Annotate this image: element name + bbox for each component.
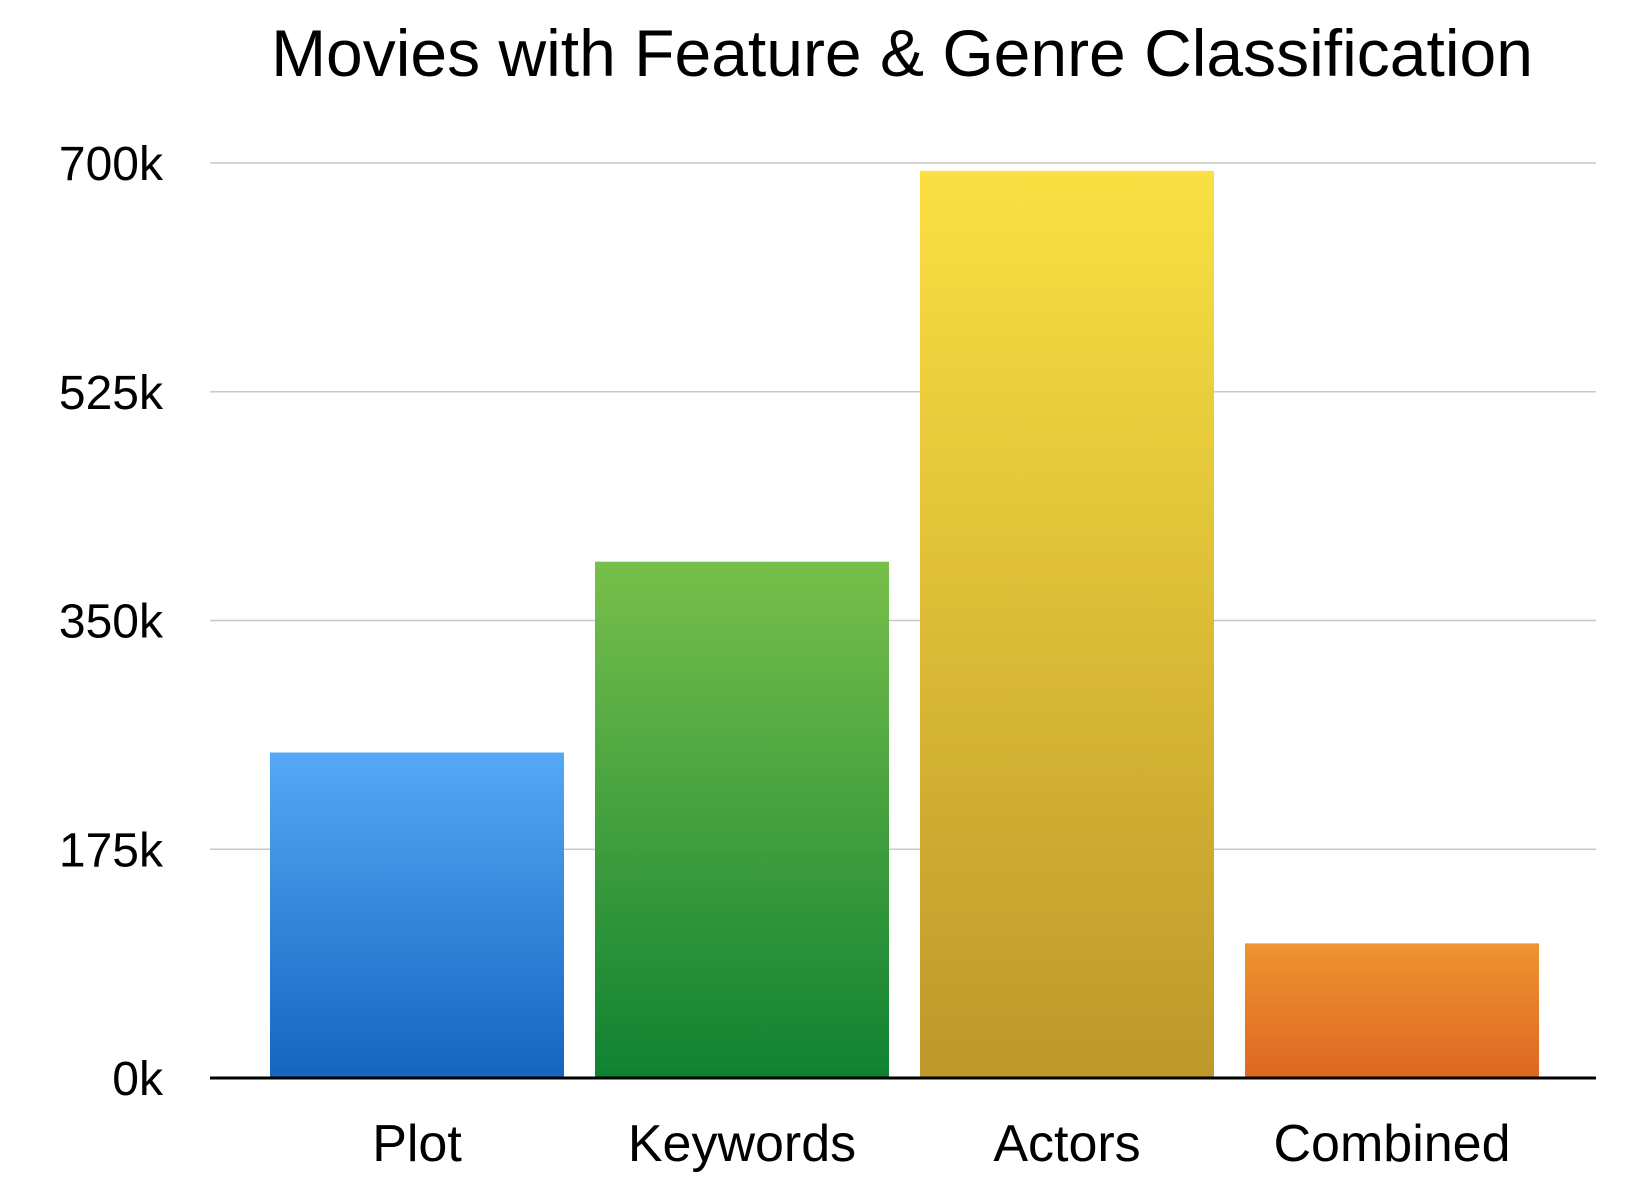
x-axis-categories: Plot Keywords Actors Combined xyxy=(372,1115,1510,1173)
bar-combined xyxy=(1245,943,1539,1078)
y-tick-label: 700k xyxy=(59,138,164,191)
y-tick-label: 350k xyxy=(59,596,164,649)
bars xyxy=(270,170,1539,1079)
x-category-label: Combined xyxy=(1273,1115,1510,1173)
bar-actors xyxy=(920,170,1214,1079)
x-category-label: Actors xyxy=(993,1115,1140,1173)
y-axis-ticks: 0k 175k 350k 525k 700k xyxy=(59,138,164,1106)
chart-title: Movies with Feature & Genre Classificati… xyxy=(271,16,1533,90)
x-category-label: Plot xyxy=(372,1115,462,1173)
y-tick-label: 525k xyxy=(59,367,164,420)
gridlines xyxy=(210,162,1596,850)
y-tick-label: 175k xyxy=(59,824,164,877)
y-tick-label: 0k xyxy=(112,1053,164,1106)
bar-keywords xyxy=(595,561,889,1078)
x-category-label: Keywords xyxy=(628,1115,856,1173)
bar-plot xyxy=(270,752,564,1078)
